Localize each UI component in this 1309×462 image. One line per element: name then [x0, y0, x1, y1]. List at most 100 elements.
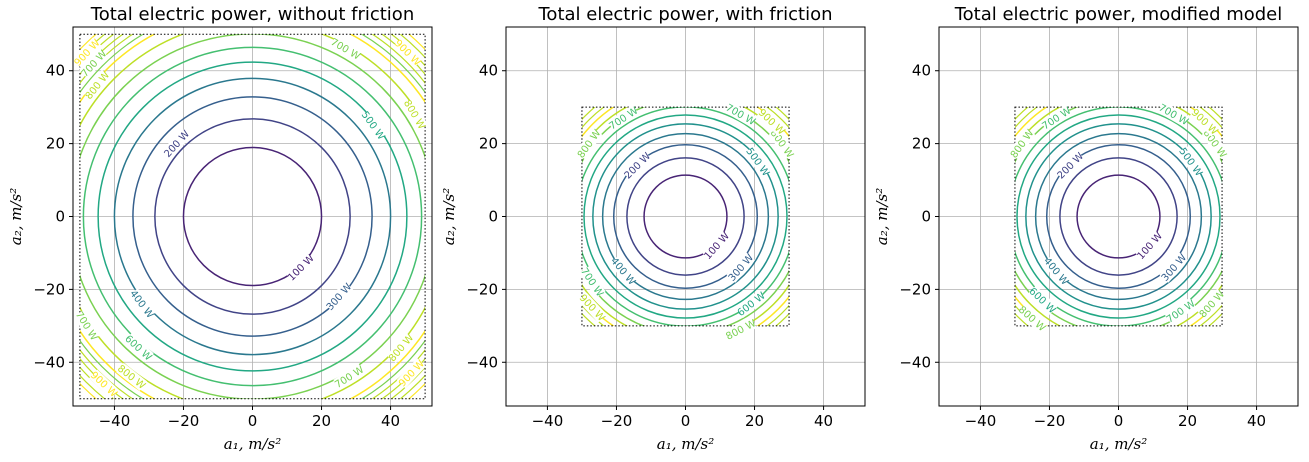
contour-label-bg: [735, 289, 767, 318]
x-tick-label: −20: [601, 412, 633, 430]
x-tick-label: −40: [965, 412, 997, 430]
y-tick-label: 0: [488, 208, 498, 226]
x-tick-label: −40: [99, 412, 131, 430]
contour-600w: [583, 114, 788, 319]
y-tick-label: 40: [46, 62, 65, 80]
contour-label-bg: [1197, 288, 1227, 320]
contour-label-bg: [392, 37, 423, 68]
contour-label: 300 W: [1160, 252, 1190, 284]
x-tick-label: 40: [1247, 412, 1266, 430]
contour-label: 400 W: [1041, 256, 1070, 288]
contour-label-bg: [1157, 101, 1190, 128]
y-tick-label: −20: [33, 280, 65, 298]
contour-label-bg: [702, 230, 732, 261]
region-boundary: [1014, 106, 1223, 327]
y-tick-label: −40: [466, 353, 498, 371]
contour-500w: [97, 61, 408, 372]
contour-label-bg: [1027, 285, 1058, 316]
x-tick-label: 40: [381, 412, 400, 430]
y-tick-label: −40: [33, 353, 65, 371]
contour-100w: [1076, 174, 1161, 259]
contour-label-bg: [1177, 146, 1205, 178]
y-axis-label: a₂, m/s²: [873, 188, 891, 245]
contour-label: 300 W: [727, 252, 757, 284]
contour-label-bg: [329, 36, 362, 62]
contour-label-bg: [83, 69, 112, 101]
contour-label-bg: [333, 363, 366, 390]
contour-lines: [1014, 107, 1223, 326]
x-axis-label: a₁, m/s²: [657, 435, 714, 453]
grid: [939, 27, 1298, 406]
y-tick-label: 40: [912, 62, 931, 80]
contour-label-bg: [396, 358, 426, 389]
contour-300w: [1045, 143, 1192, 290]
chart-panel-1: Total electric power, without friction 10…: [7, 4, 433, 453]
contour-label-bg: [324, 281, 354, 312]
y-axis-label: a₂, m/s²: [440, 188, 458, 245]
contour-label-bg: [607, 104, 640, 132]
contour-label-bg: [1189, 107, 1220, 137]
contour-200w: [626, 157, 745, 276]
region-boundary: [581, 106, 790, 327]
y-tick-label: 0: [55, 208, 65, 226]
contour-label-bg: [1040, 104, 1073, 132]
x-tick-label: 20: [1178, 412, 1197, 430]
contour-label-bg: [724, 317, 757, 342]
contour-label: 400 W: [608, 256, 637, 288]
contour-label-bg: [359, 109, 387, 142]
contour-300w: [132, 96, 373, 337]
contour-label: 800 W: [724, 318, 758, 343]
contour-label-bg: [578, 266, 606, 298]
y-tick-label: −40: [899, 353, 931, 371]
chart-title: Total electric power, with friction: [538, 4, 833, 25]
chart-panel-3: Total electric power, modified model100 …: [873, 4, 1299, 453]
contour-500w: [592, 123, 779, 310]
chart-title: Total electric power, without friction: [90, 4, 414, 25]
contour-label-bg: [1201, 127, 1229, 160]
x-axis-label: a₁, m/s²: [1090, 435, 1147, 453]
x-tick-label: −20: [1034, 412, 1066, 430]
contour-label-bg: [89, 369, 120, 399]
x-tick-label: 20: [745, 412, 764, 430]
contour-label-bg: [768, 127, 796, 160]
contour-label: 900 W: [397, 358, 427, 389]
contour-label: 300 W: [325, 282, 355, 313]
contour-lines: [581, 107, 790, 326]
contour-label-bg: [72, 37, 102, 68]
contour-label-bg: [609, 255, 638, 287]
contour-label-bg: [1164, 297, 1197, 325]
contour-100w: [643, 174, 728, 259]
contour-600w: [82, 46, 423, 387]
contour-600w: [1016, 114, 1221, 319]
contour-label-bg: [128, 288, 156, 320]
region-boundary: [79, 33, 426, 400]
contour-label-bg: [1017, 304, 1048, 334]
contour-label: 700 W: [73, 310, 99, 343]
chart-title: Total electric power, modified model: [954, 4, 1283, 25]
x-tick-label: 20: [312, 412, 331, 430]
contour-label-bg: [1055, 150, 1086, 181]
grid: [506, 27, 865, 406]
contour-label-bg: [285, 252, 316, 283]
x-axis-label: a₁, m/s²: [224, 435, 281, 453]
contour-400w: [601, 132, 770, 301]
contour-label-bg: [577, 292, 607, 323]
ticks: −40 −20 0 20 40 −40 −20 0 20 40: [899, 62, 1266, 430]
ticks: −40 −20 0 20 40 −40 −20 0 20 40: [466, 62, 833, 430]
x-tick-label: 0: [681, 412, 691, 430]
contour-label: 200 W: [1056, 151, 1087, 182]
y-axis-label: a₂, m/s²: [7, 188, 25, 245]
contour-label-bg: [724, 101, 757, 128]
y-tick-label: 40: [479, 62, 498, 80]
contour-400w: [1034, 132, 1203, 301]
contour-label-bg: [1042, 255, 1071, 287]
contour-300w: [612, 143, 759, 290]
contour-label: 200 W: [623, 151, 654, 182]
contour-label-bg: [726, 252, 756, 283]
x-tick-label: 0: [248, 412, 258, 430]
contour-label-bg: [386, 332, 416, 364]
contour-label-bg: [756, 107, 787, 137]
